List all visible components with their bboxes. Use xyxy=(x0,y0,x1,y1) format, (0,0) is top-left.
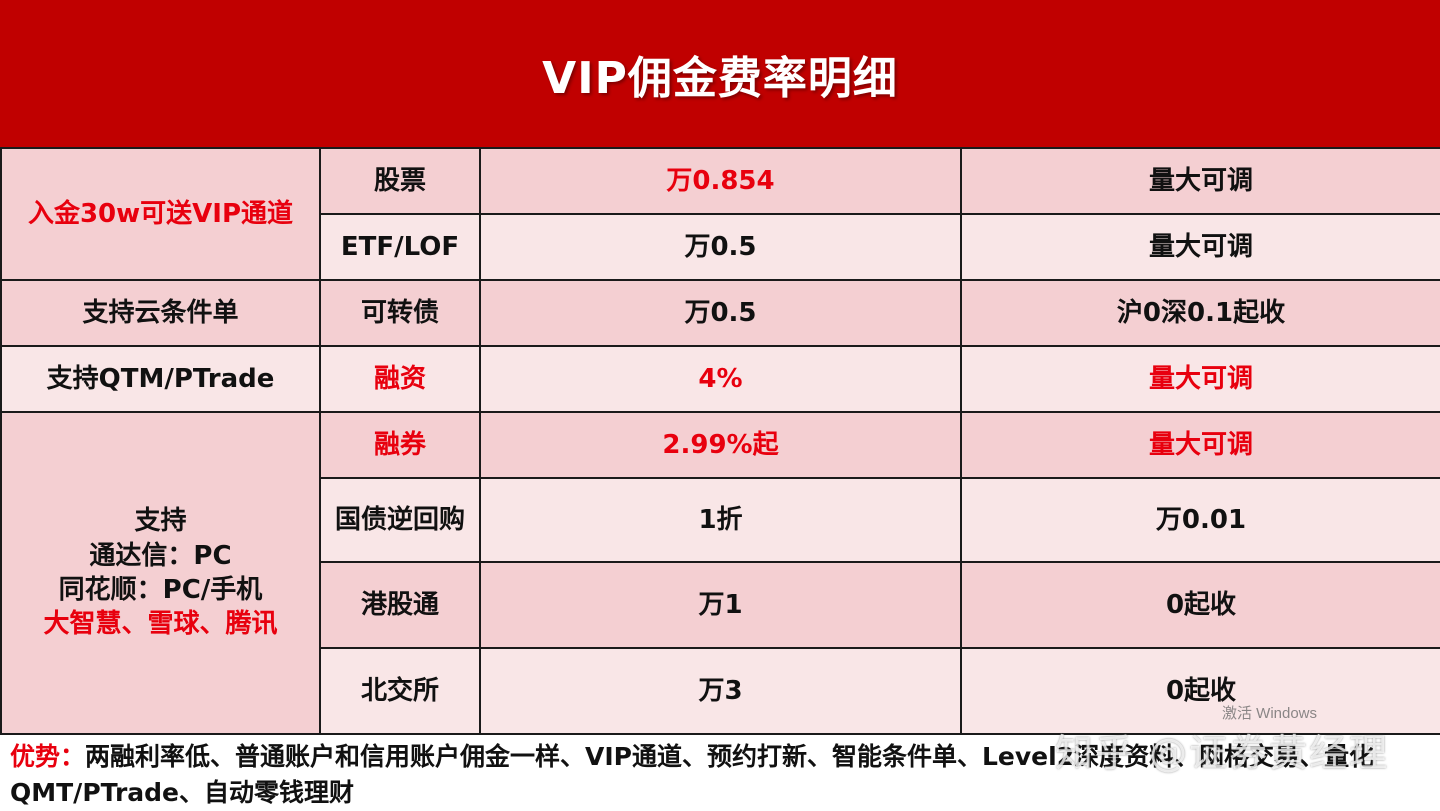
advantages-text: 两融利率低、普通账户和信用账户佣金一样、VIP通道、预约打新、智能条件单、Lev… xyxy=(10,742,1375,807)
item-cell: 融资 xyxy=(319,345,481,413)
item-cell: 北交所 xyxy=(319,647,481,735)
rate-cell: 1折 xyxy=(479,477,962,563)
item-cell: 融券 xyxy=(319,411,481,479)
activate-windows-notice: 激活 Windows xyxy=(1222,705,1318,722)
rate-cell: 2.99%起 xyxy=(479,411,962,479)
rate-cell: 万1 xyxy=(479,561,962,649)
table-row: 支持云条件单 可转债 万0.5 沪0深0.1起收 xyxy=(0,279,1440,347)
feature-deposit-vip: 入金30w可送VIP通道 xyxy=(0,147,321,281)
item-cell: 可转债 xyxy=(319,279,481,347)
item-cell: ETF/LOF xyxy=(319,213,481,281)
rate-cell: 4% xyxy=(479,345,962,413)
note-cell: 量大可调 xyxy=(960,147,1440,215)
rate-cell: 万0.854 xyxy=(479,147,962,215)
table-row: 国债逆回购 1折 万0.01 xyxy=(1,477,1440,563)
feature-cloud-order: 支持云条件单 xyxy=(0,279,321,347)
note-cell: 0起收 xyxy=(960,561,1440,649)
note-cell: 沪0深0.1起收 xyxy=(960,279,1440,347)
item-cell: 港股通 xyxy=(319,561,481,649)
rate-cell: 万0.5 xyxy=(479,213,962,281)
support-title: 支持 xyxy=(134,506,187,537)
feature-software-support: 支持 通达信：PC 同花顺：PC/手机 大智慧、雪球、腾讯 xyxy=(0,411,321,735)
fee-table: 入金30w可送VIP通道 股票 万0.854 量大可调 ETF/LOF 万0.5… xyxy=(0,147,1440,735)
table-row: ETF/LOF 万0.5 量大可调 xyxy=(1,213,1440,281)
item-cell: 股票 xyxy=(319,147,481,215)
rate-cell: 万0.5 xyxy=(479,279,962,347)
table-row: 港股通 万1 0起收 xyxy=(1,561,1440,649)
note-cell: 万0.01 xyxy=(960,477,1440,563)
support-tdx: 通达信：PC xyxy=(89,540,232,571)
header-banner: VIP佣金费率明细 xyxy=(0,0,1440,147)
note-cell: 量大可调 xyxy=(960,345,1440,413)
table-row: 入金30w可送VIP通道 股票 万0.854 量大可调 xyxy=(0,147,1440,281)
support-others: 大智慧、雪球、腾讯 xyxy=(43,609,278,640)
table-row: 支持QTM/PTrade 融资 4% 量大可调 xyxy=(0,345,1440,413)
note-cell: 0起收 xyxy=(960,647,1440,735)
note-cell: 量大可调 xyxy=(960,411,1440,479)
item-cell: 国债逆回购 xyxy=(319,477,481,563)
note-cell: 量大可调 xyxy=(960,213,1440,281)
page-title: VIP佣金费率明细 xyxy=(542,52,898,104)
advantages-footer: 优势：两融利率低、普通账户和信用账户佣金一样、VIP通道、预约打新、智能条件单、… xyxy=(0,733,1440,810)
rate-cell: 万3 xyxy=(479,647,962,735)
advantages-label: 优势： xyxy=(10,742,86,771)
table-row: 北交所 万3 0起收 xyxy=(1,647,1440,735)
zhihu-watermark: 知乎 @证券黄经理 xyxy=(1055,731,1390,775)
table-row: 支持 通达信：PC 同花顺：PC/手机 大智慧、雪球、腾讯 融券 2.99%起 … xyxy=(0,411,1440,735)
support-ths: 同花顺：PC/手机 xyxy=(58,575,263,605)
feature-qtm-ptrade: 支持QTM/PTrade xyxy=(0,345,321,413)
